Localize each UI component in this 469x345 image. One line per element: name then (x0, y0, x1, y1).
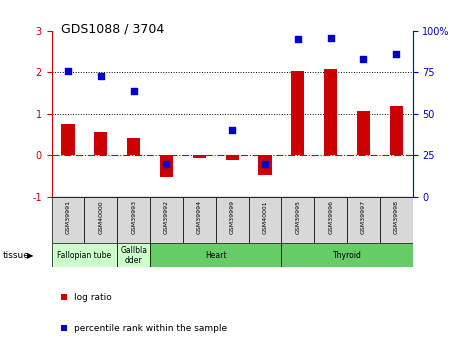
Text: tissue: tissue (2, 252, 29, 260)
Bar (84, 197, 117, 243)
Bar (390, 106, 403, 155)
Bar (61, 124, 75, 155)
Text: Thyroid: Thyroid (333, 251, 362, 260)
Text: Gallbla
dder: Gallbla dder (120, 246, 147, 265)
Bar (249, 197, 281, 243)
Text: GSM39994: GSM39994 (197, 200, 202, 234)
Text: GSM39999: GSM39999 (230, 200, 234, 234)
Bar (150, 243, 281, 267)
Bar (226, 155, 239, 160)
Bar (324, 69, 337, 155)
Bar (94, 132, 107, 155)
Text: GSM40000: GSM40000 (98, 200, 103, 234)
Bar (258, 155, 272, 175)
Bar (127, 138, 140, 155)
Bar (314, 197, 347, 243)
Text: Heart: Heart (205, 251, 227, 260)
Point (64, 68, 72, 73)
Text: GSM39996: GSM39996 (328, 200, 333, 234)
Text: GSM39995: GSM39995 (295, 200, 300, 234)
Point (393, 51, 400, 57)
Text: Fallopian tube: Fallopian tube (57, 251, 112, 260)
Text: GSM39992: GSM39992 (164, 200, 169, 234)
Point (228, 128, 236, 133)
Bar (52, 197, 84, 243)
Bar (380, 197, 413, 243)
Point (130, 88, 137, 93)
Point (294, 37, 302, 42)
Bar (281, 197, 314, 243)
Bar (160, 155, 173, 177)
Point (163, 161, 170, 166)
Bar (52, 243, 117, 267)
Point (327, 35, 334, 40)
Bar (117, 243, 150, 267)
Text: GSM39998: GSM39998 (394, 200, 399, 234)
Bar (183, 197, 216, 243)
Bar (193, 155, 206, 158)
Text: log ratio: log ratio (74, 293, 112, 302)
Text: percentile rank within the sample: percentile rank within the sample (74, 324, 227, 333)
Bar (216, 197, 249, 243)
Point (97, 73, 105, 79)
Bar (281, 243, 413, 267)
Bar (347, 197, 380, 243)
Point (360, 57, 367, 62)
Point (261, 161, 269, 166)
Bar (150, 197, 183, 243)
Text: GSM39997: GSM39997 (361, 200, 366, 234)
Text: GDS1088 / 3704: GDS1088 / 3704 (61, 22, 164, 36)
Bar (357, 111, 370, 155)
Text: GSM39991: GSM39991 (66, 200, 70, 234)
Text: GSM40001: GSM40001 (263, 200, 267, 234)
Bar (291, 71, 304, 155)
Bar (117, 197, 150, 243)
Text: ▶: ▶ (27, 252, 34, 260)
Text: GSM39993: GSM39993 (131, 200, 136, 234)
